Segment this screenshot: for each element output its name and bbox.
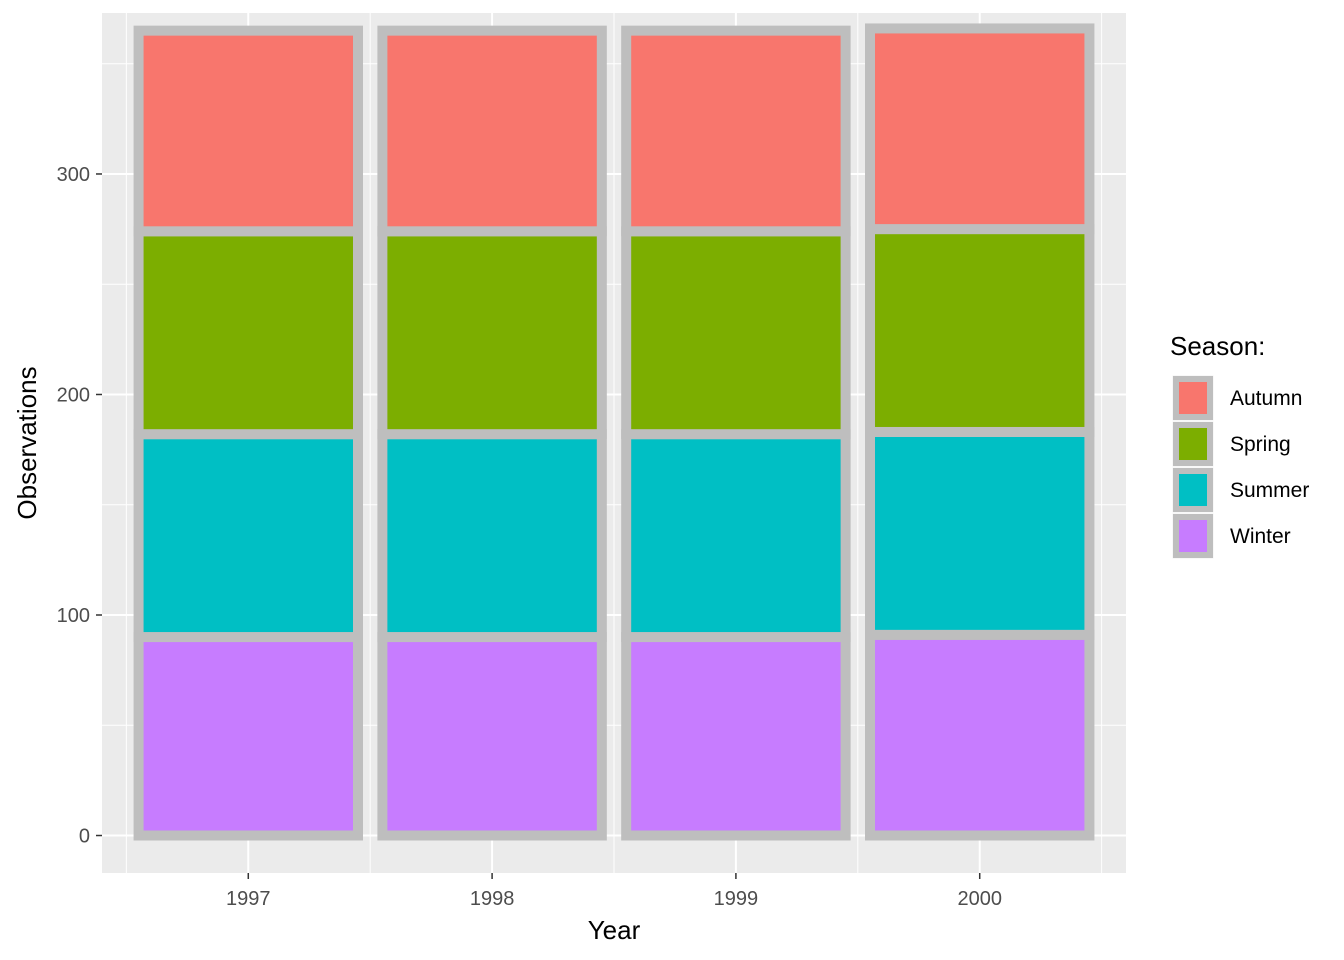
bar-segment-winter bbox=[621, 632, 851, 841]
bar-segment-summer bbox=[377, 429, 607, 643]
y-tick-label: 100 bbox=[57, 605, 90, 627]
y-axis: 0 100 200 300 bbox=[57, 164, 102, 848]
bar-segment-spring bbox=[865, 224, 1095, 437]
legend-label: Summer bbox=[1230, 479, 1309, 502]
bar-segment-autumn bbox=[621, 25, 851, 237]
legend: Season: Autumn Spring Summer Winter bbox=[1170, 331, 1309, 560]
bar-segment-winter bbox=[133, 632, 363, 841]
y-axis-title: Observations bbox=[12, 366, 42, 519]
bar-segment-spring bbox=[377, 226, 607, 440]
legend-swatch-winter bbox=[1173, 514, 1213, 558]
x-axis-title: Year bbox=[588, 915, 641, 945]
y-tick-label: 300 bbox=[57, 164, 90, 186]
bar-segment-autumn bbox=[377, 25, 607, 237]
legend-title: Season: bbox=[1170, 331, 1265, 361]
x-tick-label: 2000 bbox=[957, 888, 1002, 910]
bar-segment-summer bbox=[133, 429, 363, 643]
bar-segment-autumn bbox=[133, 25, 363, 237]
y-tick-label: 200 bbox=[57, 384, 90, 406]
bars bbox=[133, 23, 1095, 841]
legend-swatch-summer bbox=[1173, 468, 1213, 512]
bar-segment-winter bbox=[377, 632, 607, 841]
legend-label: Winter bbox=[1230, 525, 1291, 548]
legend-swatch-autumn bbox=[1173, 376, 1213, 420]
x-tick-label: 1998 bbox=[470, 888, 515, 910]
legend-swatch-spring bbox=[1173, 422, 1213, 466]
bar-segment-summer bbox=[621, 429, 851, 643]
bar-segment-winter bbox=[865, 629, 1095, 841]
bar-segment-spring bbox=[133, 226, 363, 440]
bar-segment-autumn bbox=[865, 23, 1095, 235]
x-axis: 1997 1998 1999 2000 bbox=[226, 873, 1002, 910]
legend-label: Spring bbox=[1230, 433, 1291, 456]
bar-segment-spring bbox=[621, 226, 851, 440]
bar-segment-summer bbox=[865, 426, 1095, 640]
y-tick-label: 0 bbox=[79, 826, 90, 848]
x-tick-label: 1999 bbox=[714, 888, 759, 910]
legend-label: Autumn bbox=[1230, 387, 1302, 410]
x-tick-label: 1997 bbox=[226, 888, 271, 910]
